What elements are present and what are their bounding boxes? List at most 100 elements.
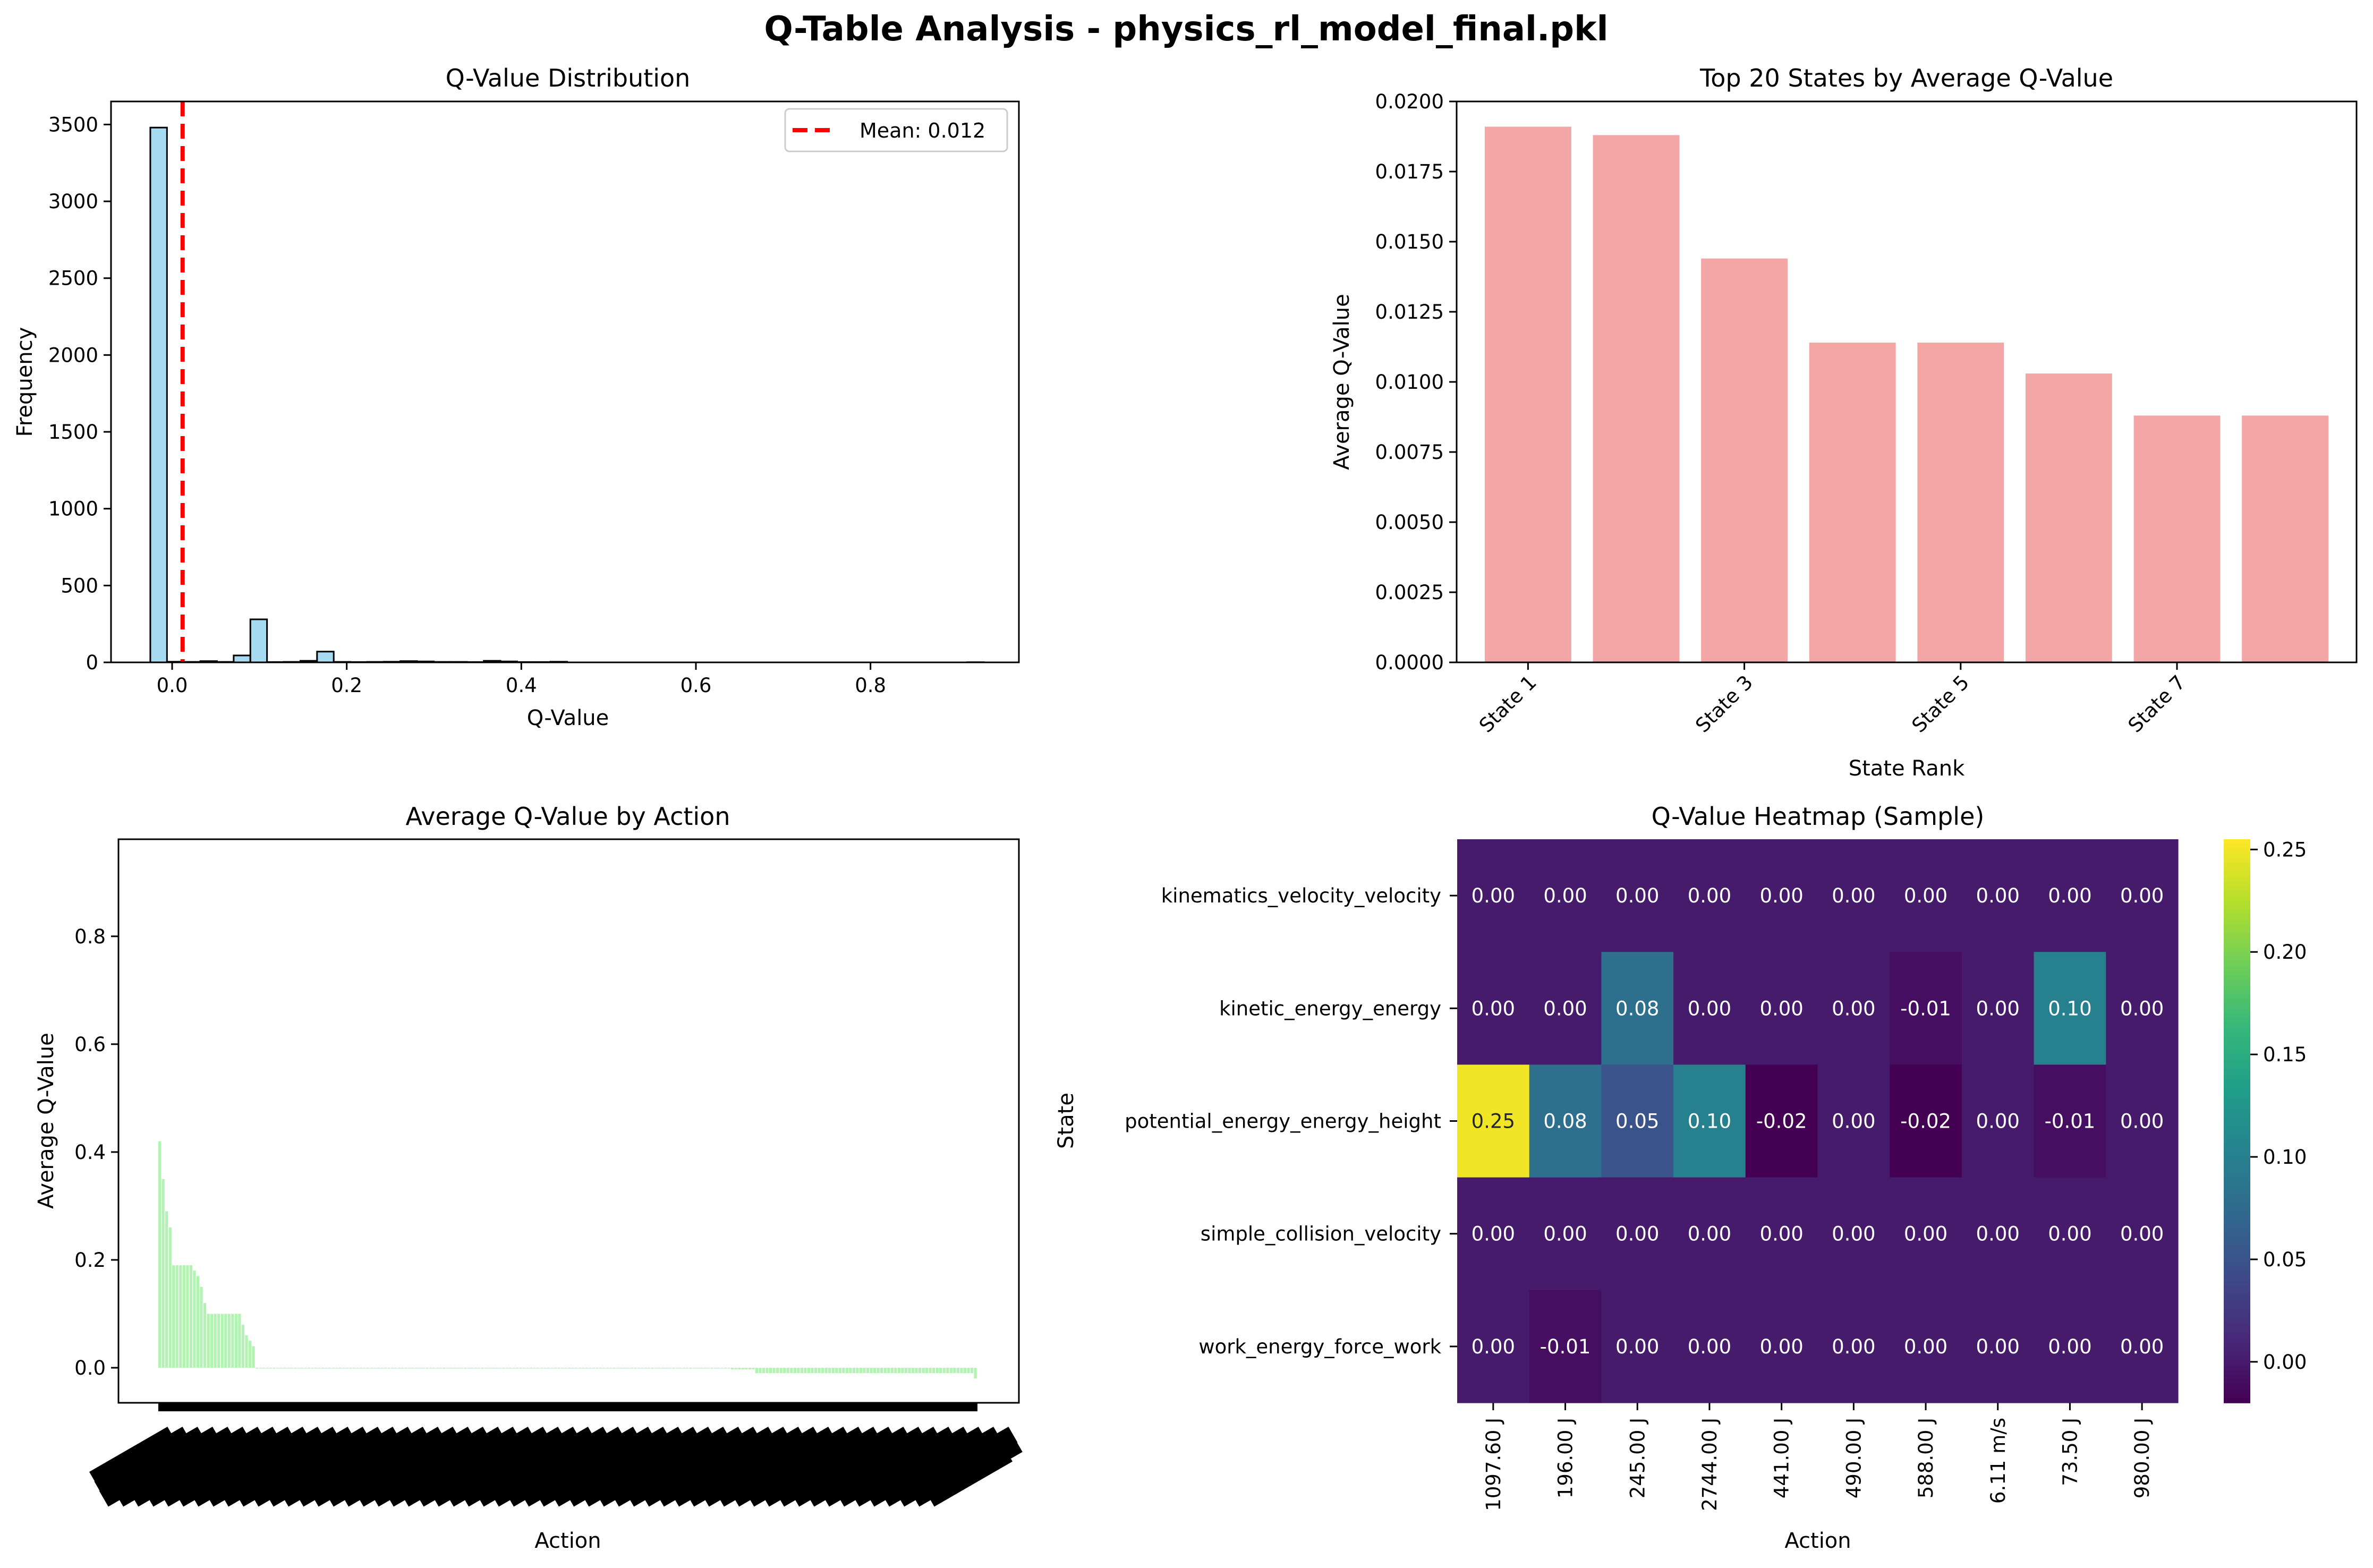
action-bar (589, 1368, 592, 1369)
colorbar-segment (2224, 1337, 2250, 1342)
states-ytick-label: 0.0150 (1375, 231, 1444, 253)
action-bar (537, 1368, 540, 1369)
heatmap-cell (1817, 952, 1890, 1065)
action-bar (693, 1368, 696, 1369)
action-bar (616, 1368, 619, 1369)
heatmap-col-label: 245.00 J (1626, 1418, 1649, 1498)
hist-legend: Mean: 0.012 (784, 108, 1008, 152)
colorbar-segment (2224, 1210, 2250, 1216)
heatmap-xlabel: Action (1784, 1529, 1851, 1553)
state-bar (1917, 343, 2004, 662)
heatmap-cell (2106, 1290, 2179, 1403)
colorbar-segment (2224, 886, 2250, 892)
heatmap-cell (2034, 1290, 2106, 1403)
hist-bar (233, 654, 251, 663)
action-bar (967, 1368, 970, 1374)
colorbar-segment (2224, 1177, 2250, 1183)
action-bar (953, 1368, 956, 1374)
colorbar-segment (2224, 1379, 2250, 1385)
action-bar (262, 1368, 266, 1369)
hist-xtick-label: 0.2 (331, 674, 362, 697)
action-bar (224, 1314, 227, 1368)
action-bar (866, 1368, 870, 1374)
action-bar (325, 1368, 328, 1369)
heatmap-cell-label: -0.01 (1900, 997, 1951, 1020)
colorbar-segment (2224, 839, 2250, 845)
heatmap-cell-label: 0.00 (1759, 997, 1803, 1020)
figure-title: Q-Table Analysis - physics_rl_model_fina… (764, 10, 1608, 49)
colorbar-segment (2224, 843, 2250, 849)
colorbar-segment (2224, 1144, 2250, 1150)
action-bar (338, 1368, 342, 1369)
state-bar (1701, 258, 1788, 662)
heatmap-cell (1890, 839, 1962, 952)
colorbar-segment (2224, 933, 2250, 939)
heatmap-cell-label: 0.00 (1759, 1335, 1803, 1358)
action-bar (935, 1368, 939, 1374)
action-bar (419, 1368, 422, 1369)
heatmap-cell (1457, 1290, 1530, 1403)
action-bar (269, 1368, 273, 1369)
colorbar-tick-label: 0.20 (2263, 941, 2307, 964)
heatmap-cell (1601, 1064, 1674, 1178)
heatmap-cell (1817, 1064, 1890, 1178)
heatmap-cell-label: 0.00 (1543, 884, 1587, 907)
action-bar (266, 1368, 269, 1369)
action-bar (276, 1368, 279, 1369)
colorbar-segment (2224, 905, 2250, 910)
action-bar (550, 1368, 554, 1369)
action-bar (748, 1368, 751, 1370)
heatmap-cell-label: 0.00 (1688, 884, 1731, 907)
action-bar (942, 1368, 946, 1374)
heatmap-cell-label: -0.02 (1900, 1110, 1951, 1133)
action-bar (290, 1368, 293, 1369)
action-bar (373, 1368, 377, 1369)
heatmap-cell-label: 0.00 (1472, 884, 1515, 907)
heatmap-cell-label: 0.00 (1472, 1223, 1515, 1246)
colorbar-segment (2224, 863, 2250, 868)
states-frame (1456, 100, 2358, 663)
heatmap-axes: kinematics_velocity_velocity kinetic_ener… (1125, 884, 2154, 1511)
heatmap-cells: 0.00 0.00 0.00 0.00 0.00 0.00 0.00 0.00 0.00 0.00… (1457, 839, 2179, 1403)
colorbar-segment (2224, 1046, 2250, 1051)
action-bar (227, 1314, 231, 1368)
hist-ytick-label: 3500 (48, 113, 98, 136)
colorbar-segment (2224, 1243, 2250, 1249)
heatmap-colorbar: 0.00 0.05 0.10 0.15 0.20 0.25 (2224, 838, 2307, 1403)
colorbar-segment (2224, 848, 2250, 854)
action-bar (443, 1368, 446, 1369)
action-bar (700, 1368, 703, 1369)
heatmap-cell-label: 0.00 (1976, 1110, 2020, 1133)
action-bar (547, 1368, 550, 1369)
action-bar (165, 1211, 168, 1368)
hist-ytick-label: 3000 (48, 190, 98, 213)
colorbar-segment (2224, 1276, 2250, 1281)
action-bar (523, 1368, 526, 1369)
colorbar-segment (2224, 1252, 2250, 1258)
action-bar (755, 1368, 759, 1374)
action-bar (585, 1368, 588, 1369)
action-bar (203, 1303, 207, 1368)
colorbar-segment (2224, 1093, 2250, 1098)
action-bar (432, 1368, 436, 1369)
action-bar (727, 1368, 730, 1369)
action-bar (731, 1368, 734, 1370)
action-bar (453, 1368, 456, 1369)
state-bar (1593, 135, 1680, 663)
action-bar (515, 1368, 519, 1369)
colorbar-segment (2224, 1027, 2250, 1033)
colorbar-segment (2224, 1271, 2250, 1277)
action-bar (241, 1324, 245, 1368)
action-bar (766, 1368, 769, 1374)
heatmap-cell-label: 0.00 (1472, 997, 1515, 1020)
action-frame (117, 838, 1020, 1404)
heatmap-cell-label: 0.00 (1832, 1110, 1875, 1133)
action-bar (390, 1368, 394, 1369)
colorbar-segment (2224, 1055, 2250, 1061)
action-bar (762, 1368, 766, 1374)
action-bar (259, 1368, 262, 1369)
heatmap-row-label: potential_energy_energy_height (1125, 1110, 1441, 1133)
colorbar-segment (2224, 1060, 2250, 1066)
action-bar (474, 1368, 477, 1369)
top-states-chart: Top 20 States by Average Q-Value State 1… (1330, 64, 2358, 781)
